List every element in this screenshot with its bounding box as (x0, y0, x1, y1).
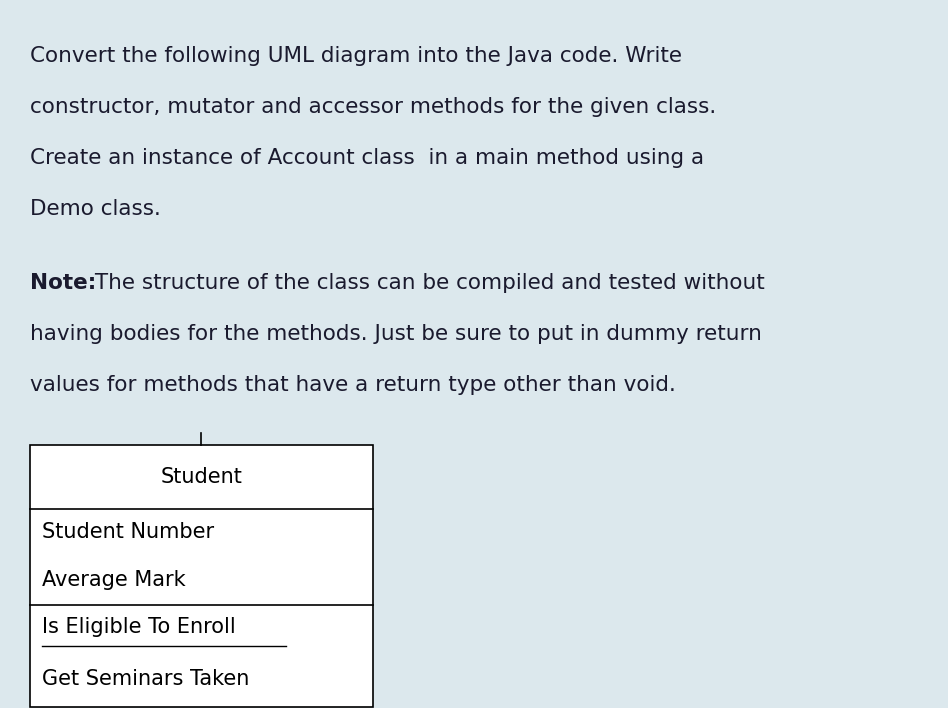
Text: Note:: Note: (29, 273, 96, 292)
Text: Average Mark: Average Mark (42, 569, 186, 590)
Text: Student: Student (160, 467, 242, 487)
Text: Get Seminars Taken: Get Seminars Taken (42, 668, 249, 689)
Text: The structure of the class can be compiled and tested without: The structure of the class can be compil… (88, 273, 765, 292)
Text: constructor, mutator and accessor methods for the given class.: constructor, mutator and accessor method… (29, 97, 716, 117)
Text: values for methods that have a return type other than void.: values for methods that have a return ty… (29, 375, 676, 394)
Text: Student Number: Student Number (42, 522, 214, 542)
Text: Create an instance of Account class  in a main method using a: Create an instance of Account class in a… (29, 148, 703, 168)
Text: Is Eligible To Enroll: Is Eligible To Enroll (42, 617, 235, 637)
Text: Demo class.: Demo class. (29, 199, 160, 219)
Bar (29, 445, 373, 707)
Text: having bodies for the methods. Just be sure to put in dummy return: having bodies for the methods. Just be s… (29, 324, 761, 343)
Text: Convert the following UML diagram into the Java code. Write: Convert the following UML diagram into t… (29, 46, 682, 66)
